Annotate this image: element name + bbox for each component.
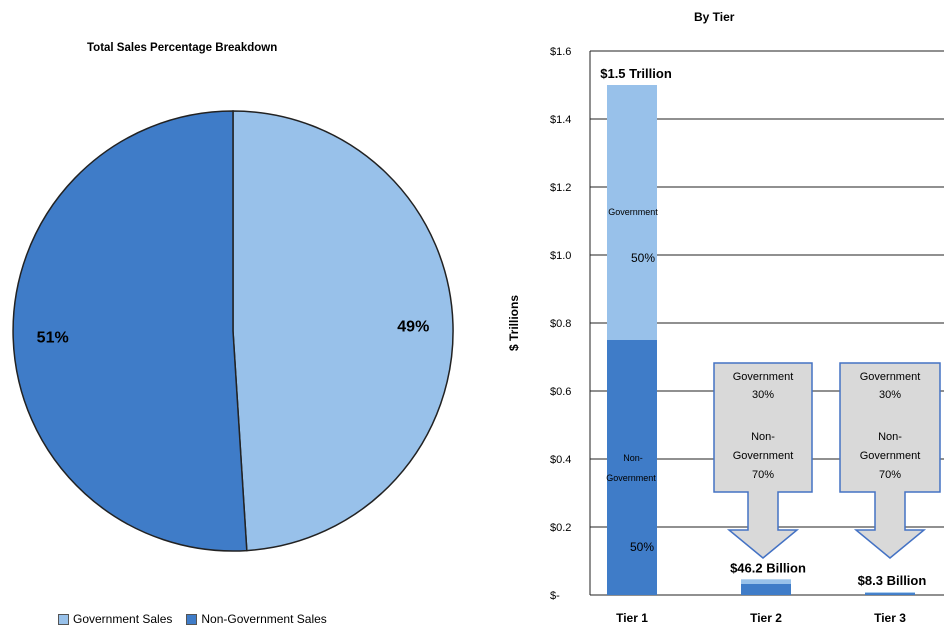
legend-label-non-government: Non-Government Sales (201, 612, 327, 626)
legend-swatch-non-government (186, 613, 198, 625)
pie-legend: Government Sales Non-Government Sales (58, 612, 327, 626)
callout-text: Non- (751, 431, 775, 443)
pie-chart-title: Total Sales Percentage Breakdown (87, 42, 278, 54)
callout-text: Government (860, 371, 921, 383)
callout-text: Non- (878, 431, 902, 443)
segment-label-non-government-2: Government (606, 473, 656, 483)
callout-text: 70% (752, 469, 774, 481)
bar-chart: $- $0.2 $0.4 $0.6 $0.8 $1.0 $1.2 $1.4 $1.6 $ Tril… (507, 46, 944, 625)
y-tick-label: $1.2 (550, 182, 571, 194)
segment-label-non-government-1: Non- (623, 453, 643, 463)
bar-total-label: $8.3 Billion (858, 573, 927, 588)
callout-text: Government (733, 450, 794, 462)
bar-non-government-tier-1 (607, 340, 657, 595)
segment-label-government-pct: 50% (631, 251, 655, 265)
pie-slice-label-government: 49% (397, 318, 429, 335)
bar-government-tier-3 (865, 592, 915, 594)
segment-label-government: Government (608, 207, 658, 217)
bar-government-tier-1 (607, 85, 657, 340)
y-tick-label: $0.4 (550, 454, 571, 466)
y-tick-label: $0.6 (550, 386, 571, 398)
bar-non-government-tier-3 (865, 593, 915, 595)
legend-label-government: Government Sales (73, 612, 173, 626)
pie-chart: 49% 51% (12, 110, 454, 552)
y-tick-label: $1.6 (550, 46, 571, 58)
y-tick-label: $- (550, 590, 560, 602)
x-tick-label: Tier 3 (874, 611, 906, 625)
callout-text: 30% (752, 389, 774, 401)
pie-slice-label-non-government: 51% (37, 330, 69, 347)
y-tick-label: $0.2 (550, 522, 571, 534)
bar-non-government-tier-2 (741, 584, 791, 595)
bar-total-label: $1.5 Trillion (600, 66, 672, 81)
y-tick-label: $1.0 (550, 250, 571, 262)
x-tick-label: Tier 1 (616, 611, 648, 625)
callout-text: Government (733, 371, 794, 383)
y-tick-label: $0.8 (550, 318, 571, 330)
callout-arrow-tier-2 (713, 362, 813, 559)
bar-government-tier-2 (741, 579, 791, 584)
pie-slice-non-government (12, 110, 248, 552)
segment-label-non-government-pct: 50% (630, 540, 654, 554)
pie-slice-government (232, 110, 454, 552)
y-tick-label: $1.4 (550, 114, 571, 126)
bar-chart-title: By Tier (694, 10, 735, 24)
callout-text: 70% (879, 469, 901, 481)
x-tick-label: Tier 2 (750, 611, 782, 625)
callout-text: 30% (879, 389, 901, 401)
callout-text: Government (860, 450, 921, 462)
bar-total-label: $46.2 Billion (730, 560, 806, 575)
legend-swatch-government (58, 613, 69, 625)
callout-arrow-tier-3 (839, 362, 941, 559)
y-axis-title: $ Trillions (507, 295, 521, 351)
